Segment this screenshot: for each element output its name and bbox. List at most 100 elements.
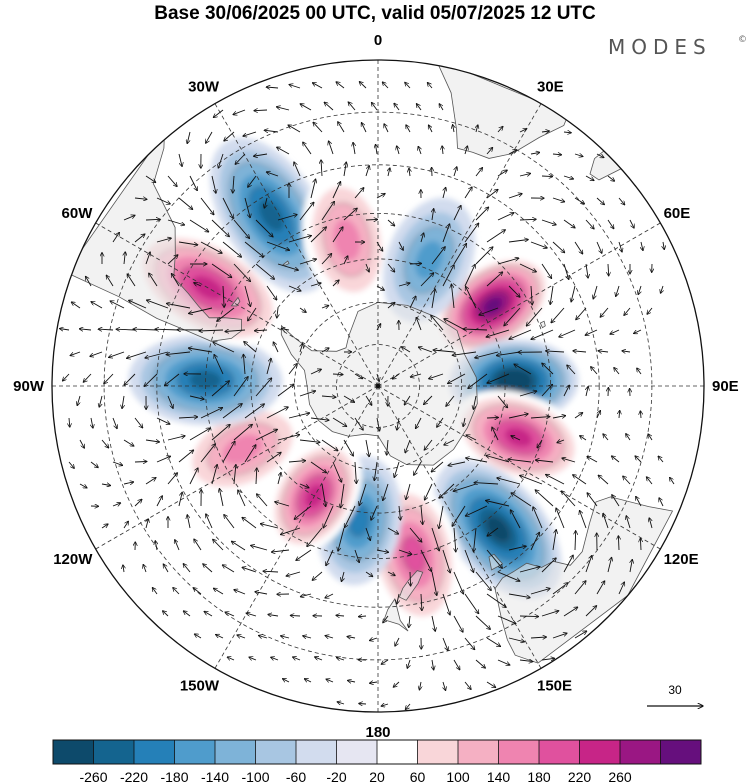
wind-vector <box>563 555 573 573</box>
wind-vector <box>336 615 345 616</box>
wind-vector <box>618 536 619 551</box>
wind-vector <box>443 681 446 691</box>
wind-vector <box>510 510 521 529</box>
wind-vector <box>104 373 114 384</box>
wind-vector <box>431 247 445 265</box>
longitude-label: 30E <box>537 78 564 95</box>
wind-vector <box>465 505 488 516</box>
wind-vector <box>596 411 600 419</box>
wind-vector <box>640 411 641 419</box>
wind-vector <box>658 456 664 463</box>
wind-vector <box>101 439 109 448</box>
wind-vector <box>552 416 566 418</box>
wind-vector <box>188 348 213 353</box>
wind-vector <box>406 125 411 133</box>
anomaly-center <box>301 171 392 309</box>
wind-vector <box>189 175 197 191</box>
wind-vector <box>155 541 157 551</box>
wind-vector <box>326 549 334 566</box>
wind-vector <box>487 373 510 383</box>
wind-vector <box>281 329 290 330</box>
wind-vector <box>167 219 185 225</box>
wind-vector <box>486 593 506 607</box>
wind-vector <box>421 593 422 611</box>
wind-vector <box>218 153 224 168</box>
wind-vector <box>453 244 467 265</box>
wind-vector <box>213 109 224 118</box>
wind-vector <box>585 556 592 573</box>
wind-vector <box>557 440 565 443</box>
wind-vector <box>630 559 632 573</box>
wind-vector <box>203 564 213 573</box>
wind-vector <box>332 417 347 427</box>
wind-vector <box>348 102 356 111</box>
wind-vector <box>68 461 74 468</box>
wind-vector <box>383 615 389 623</box>
wind-vector <box>165 373 180 386</box>
wind-vector <box>508 459 532 463</box>
wind-vector <box>585 329 598 335</box>
colorbar: -260 -220 -180 -140 -100 -60 -20 20 60 100 140 180 2… <box>52 739 702 783</box>
wind-vector <box>325 593 334 598</box>
anomaly-contour <box>207 422 278 476</box>
wind-vector <box>387 527 399 534</box>
land-new-zealand-north <box>383 598 409 632</box>
wind-vector <box>464 637 475 650</box>
wind-vector <box>573 351 587 352</box>
wind-vector <box>448 461 466 466</box>
wind-vector <box>381 704 389 706</box>
latitude-circle <box>156 164 600 608</box>
wind-vector <box>603 513 609 529</box>
wind-vector <box>99 395 103 407</box>
wind-vector <box>134 198 147 199</box>
wind-vector <box>123 215 135 221</box>
wind-vector <box>249 657 257 660</box>
wind-vector <box>329 141 334 155</box>
wind-vector <box>453 571 464 594</box>
wind-vector <box>376 285 384 290</box>
wind-vector <box>659 498 664 507</box>
wind-vector <box>369 638 378 641</box>
wind-vector <box>166 303 191 309</box>
wind-vector <box>299 483 309 488</box>
wind-vector <box>511 493 532 507</box>
colorbar-segment <box>53 740 94 764</box>
wind-vector <box>217 307 235 321</box>
wind-vector <box>248 175 257 187</box>
wind-vector <box>300 104 312 111</box>
wind-vector <box>591 367 598 375</box>
wind-vector <box>266 358 271 375</box>
wind-vector <box>244 285 251 307</box>
wind-vector <box>359 704 367 705</box>
wind-vector <box>156 456 171 463</box>
wind-vector <box>519 129 527 132</box>
wind-vector <box>497 571 520 581</box>
wind-vector <box>127 351 147 358</box>
wind-vector <box>219 489 224 507</box>
vector-reference-label: 30 <box>668 683 682 697</box>
colorbar-tick-label: -60 <box>286 769 306 783</box>
wind-vector <box>224 515 235 529</box>
wind-vector <box>341 483 345 508</box>
wind-vector <box>474 527 477 552</box>
wind-vector <box>266 452 281 463</box>
wind-vector <box>406 483 411 500</box>
wind-vector <box>405 703 411 710</box>
colorbar-tick-label: -220 <box>120 769 148 783</box>
wind-vector <box>259 636 268 639</box>
wind-vector <box>464 593 479 614</box>
wind-vector <box>63 373 70 381</box>
wind-vector <box>537 439 543 448</box>
wind-vector <box>432 659 434 670</box>
wind-vector <box>393 681 400 687</box>
wind-vector <box>376 194 385 199</box>
wind-vector <box>405 439 411 453</box>
wind-vector <box>416 317 422 331</box>
wind-vector <box>546 475 565 485</box>
colorbar-segment <box>134 740 175 764</box>
wind-vector <box>530 637 547 638</box>
wind-vector <box>235 153 246 164</box>
wind-vector <box>156 238 171 243</box>
wind-vector <box>211 424 230 441</box>
wind-vector <box>222 197 233 218</box>
